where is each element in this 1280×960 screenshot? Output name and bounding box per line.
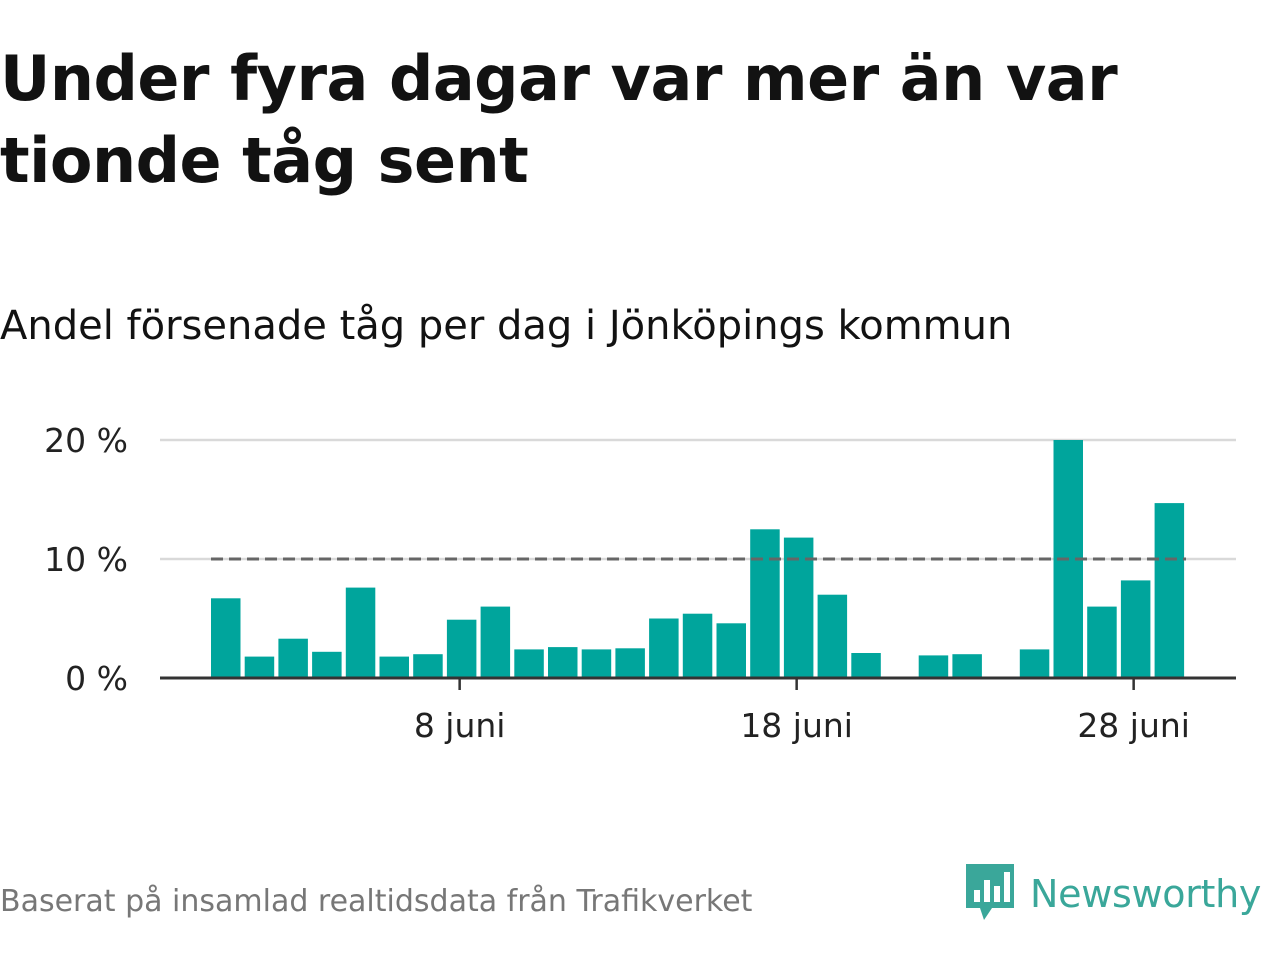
bar	[1019, 649, 1050, 678]
x-tick-label: 18 juni	[740, 706, 853, 745]
bar	[817, 594, 848, 678]
bar	[345, 587, 376, 678]
bar	[716, 623, 746, 678]
bar	[851, 653, 881, 678]
bar	[615, 648, 645, 679]
bar	[379, 656, 409, 678]
bars	[211, 440, 1185, 679]
bar-chart: 0 % 10 % 20 % 8 juni 18 juni 28 juni	[44, 421, 1236, 745]
bar	[682, 613, 713, 678]
bar	[1087, 606, 1117, 678]
bar	[211, 598, 241, 678]
bar	[581, 649, 612, 678]
chart-subtitle: Andel försenade tåg per dag i Jönköpings…	[0, 303, 1013, 349]
bar	[413, 654, 443, 678]
x-tick-label: 8 juni	[414, 706, 506, 745]
bar	[750, 529, 780, 679]
x-tick-label: 28 juni	[1077, 706, 1190, 745]
brand-name: Newsworthy	[1030, 872, 1262, 916]
bar	[649, 618, 679, 678]
bar	[480, 606, 511, 678]
y-tick-label: 0 %	[65, 659, 128, 698]
bar	[783, 537, 814, 678]
bar	[312, 651, 342, 678]
bar	[952, 654, 982, 678]
bar	[1120, 580, 1151, 678]
y-axis-labels: 0 % 10 % 20 %	[44, 421, 128, 698]
bar	[244, 656, 275, 678]
newsworthy-logo-icon	[964, 862, 1016, 926]
y-tick-label: 20 %	[44, 421, 128, 460]
bar	[514, 649, 544, 678]
bar	[918, 655, 949, 678]
source-note: Baserat på insamlad realtidsdata från Tr…	[0, 884, 753, 919]
bar	[548, 647, 578, 678]
chart-title: Under fyra dagar var mer än var tionde t…	[0, 42, 1118, 197]
bar	[446, 619, 477, 678]
x-axis: 8 juni 18 juni 28 juni	[160, 676, 1236, 745]
brand-logo: Newsworthy	[964, 862, 1261, 926]
bar	[1154, 503, 1185, 678]
bar	[278, 638, 308, 678]
y-tick-label: 10 %	[44, 540, 128, 579]
